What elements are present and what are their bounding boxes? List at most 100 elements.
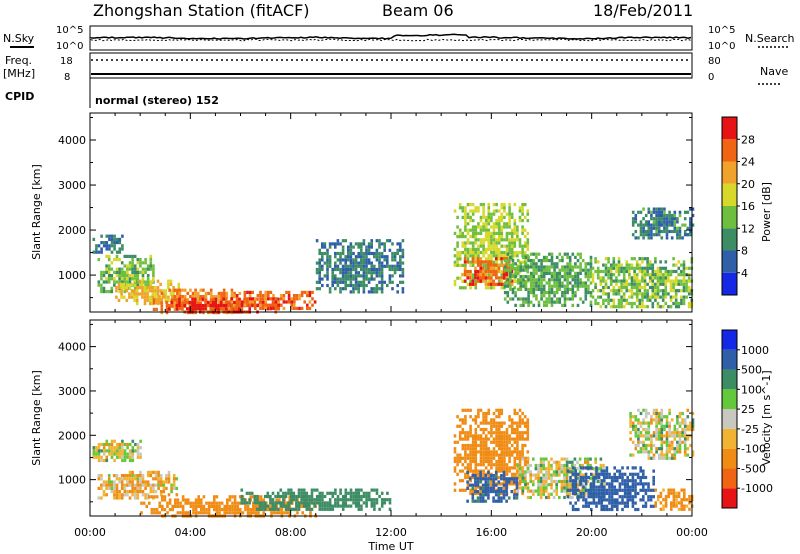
velocity-cell xyxy=(608,475,611,480)
power-cell xyxy=(492,231,496,235)
velocity-cell xyxy=(558,470,561,474)
power-cell xyxy=(646,292,649,296)
power-cell xyxy=(529,275,533,279)
velocity-cell xyxy=(685,504,689,508)
velocity-cell xyxy=(659,501,663,505)
power-cell xyxy=(646,257,649,261)
power-cell xyxy=(202,295,205,299)
velocity-cell xyxy=(634,466,637,470)
power-cell xyxy=(181,298,184,302)
velocity-cell xyxy=(370,501,374,505)
velocity-cell xyxy=(586,479,590,484)
velocity-cell xyxy=(497,480,501,484)
power-cell xyxy=(638,289,642,293)
power-cell xyxy=(143,292,147,296)
power-cell xyxy=(108,237,111,241)
power-cell xyxy=(362,258,366,262)
velocity-cell xyxy=(649,495,653,499)
velocity-cell xyxy=(244,504,247,508)
velocity-cell xyxy=(610,501,614,505)
power-cell xyxy=(399,242,402,246)
power-cell xyxy=(492,273,495,277)
velocity-cell xyxy=(136,477,140,481)
power-cell xyxy=(639,229,643,234)
power-cell xyxy=(579,268,582,272)
velocity-cell xyxy=(490,440,493,444)
velocity-cell xyxy=(152,477,155,481)
power-cell xyxy=(561,303,564,307)
velocity-cell xyxy=(636,507,640,512)
velocity-cell xyxy=(477,411,480,416)
velocity-cell xyxy=(652,443,656,448)
power-cell xyxy=(513,286,517,290)
velocity-cell xyxy=(328,507,332,511)
velocity-cell xyxy=(464,466,467,470)
velocity-cell xyxy=(644,501,648,505)
power-cell xyxy=(568,287,572,291)
power-cell xyxy=(500,276,503,280)
velocity-cell xyxy=(469,431,472,435)
power-cell xyxy=(315,239,319,243)
velocity-cell xyxy=(162,490,166,494)
power-cell xyxy=(599,279,603,283)
power-cell xyxy=(487,222,491,226)
power-cell xyxy=(334,287,337,291)
velocity-cell xyxy=(600,507,603,512)
power-cell xyxy=(602,269,605,274)
velocity-cell xyxy=(154,470,158,474)
power-cell xyxy=(375,255,379,259)
power-cell xyxy=(334,267,337,272)
power-cell xyxy=(401,290,405,294)
power-cell xyxy=(482,263,485,267)
power-cell xyxy=(287,297,291,301)
power-cell xyxy=(518,238,522,242)
velocity-cell xyxy=(519,467,522,471)
power-cell xyxy=(652,220,656,224)
velocity-cell xyxy=(680,501,683,505)
power-cell xyxy=(490,238,493,242)
power-cell xyxy=(362,283,366,288)
power-cell xyxy=(370,261,373,265)
power-cell xyxy=(321,264,324,268)
power-cell xyxy=(375,258,379,262)
power-cell xyxy=(532,278,536,282)
velocity-cell xyxy=(362,501,366,505)
velocity-cell xyxy=(487,453,491,457)
velocity-cell xyxy=(262,498,265,502)
velocity-cell xyxy=(652,431,656,435)
velocity-cell xyxy=(518,456,522,460)
power-y-tick-label: 1000 xyxy=(58,269,86,282)
velocity-cell xyxy=(689,443,692,448)
power-cell xyxy=(563,303,567,307)
velocity-cell xyxy=(482,447,485,451)
power-cell xyxy=(362,280,366,284)
velocity-cell xyxy=(686,427,690,432)
power-cell xyxy=(656,292,660,296)
power-cell xyxy=(638,269,642,274)
power-cell xyxy=(568,268,572,272)
velocity-cell xyxy=(131,490,134,494)
power-cell xyxy=(383,248,386,252)
power-cell xyxy=(464,225,467,229)
power-cell xyxy=(298,297,301,301)
velocity-cell xyxy=(373,498,376,502)
power-cell xyxy=(464,244,467,248)
power-cell xyxy=(503,284,507,288)
power-cell xyxy=(169,282,173,286)
velocity-cell xyxy=(675,498,678,502)
power-cell xyxy=(540,271,543,275)
velocity-cell xyxy=(681,434,684,438)
power-cell xyxy=(680,282,683,286)
velocity-cell xyxy=(328,498,332,502)
velocity-cell xyxy=(584,482,588,486)
power-cell xyxy=(123,264,127,268)
velocity-ylabel: Slant Range [km] xyxy=(30,370,43,466)
power-cell xyxy=(388,274,392,278)
power-cell xyxy=(277,303,280,307)
velocity-cell xyxy=(482,418,485,422)
power-cell xyxy=(214,307,218,311)
power-cell xyxy=(657,220,661,224)
power-cell xyxy=(458,206,462,210)
velocity-cell xyxy=(172,483,176,487)
velocity-cell xyxy=(539,457,543,461)
